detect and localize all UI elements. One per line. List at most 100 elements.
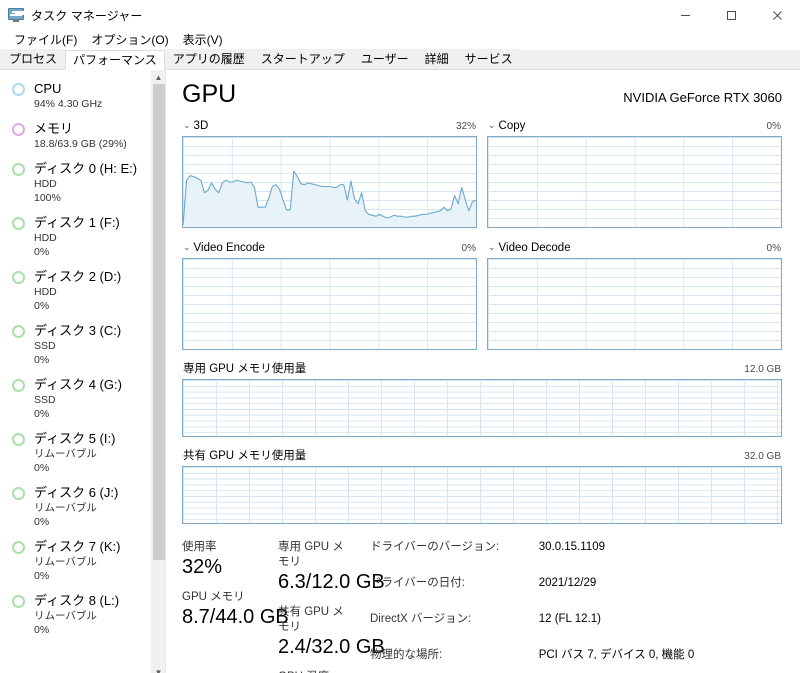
tab-app-history[interactable]: アプリの履歴	[164, 49, 253, 69]
graph-grid-video-decode	[488, 259, 781, 349]
graph-grid-copy	[488, 137, 781, 227]
scroll-down-icon[interactable]: ▼	[154, 667, 163, 673]
scroll-up-icon[interactable]: ▲	[154, 72, 163, 82]
minimize-button[interactable]	[662, 0, 708, 30]
sidebar-item-subtext: 0%	[34, 408, 50, 420]
detail-row: ドライバーのバージョン: 30.0.15.1109	[370, 540, 694, 576]
performance-sidebar: CPU 94% 4.30 GHz メモリ 18.8/63.9 GB (29%) ディスク…	[0, 70, 166, 673]
sidebar-item-text: ディスク 0 (H: E:) HDD 100%	[34, 160, 137, 205]
sidebar-item-subtext: 100%	[34, 192, 61, 204]
gpu-detail-table: ドライバーのバージョン: 30.0.15.1109 ドライバーの日付: 2021/12…	[370, 540, 694, 673]
tab-startup[interactable]: スタートアップ	[252, 49, 353, 69]
sidebar-item-subtext: 0%	[34, 624, 50, 636]
graph-grid-shared-memory	[183, 467, 781, 523]
graph-shared-memory	[182, 466, 782, 524]
graph-value-dedicated-memory: 12.0 GB	[744, 364, 781, 375]
tab-strip: プロセス パフォーマンス アプリの履歴 スタートアップ ユーザー 詳細 サービス	[0, 49, 800, 70]
graph-value-video-decode: 0%	[766, 243, 781, 254]
sidebar-item-indicator-icon	[12, 433, 25, 446]
menu-file[interactable]: ファイル(F)	[14, 33, 78, 47]
graph-value-video-encode: 0%	[461, 243, 476, 254]
menu-options[interactable]: オプション(O)	[91, 33, 169, 47]
sidebar-item-2[interactable]: ディスク 0 (H: E:) HDD 100%	[0, 156, 152, 210]
sidebar-item-subtext: 0%	[34, 462, 50, 474]
sidebar-item-subtext: HDD	[34, 178, 57, 190]
sidebar-item-subtext: 0%	[34, 300, 50, 312]
detail-key: 物理的な場所:	[370, 649, 443, 661]
stats-column-1: 使用率 32% GPU メモリ 8.7/44.0 GB	[182, 540, 289, 673]
task-manager-icon	[8, 7, 24, 23]
chevron-down-icon[interactable]: ⌄	[488, 242, 496, 252]
stat-shared-memory: 共有 GPU メモリ 2.4/32.0 GB	[278, 605, 385, 660]
sidebar-item-label: ディスク 3 (C:)	[34, 323, 122, 338]
sidebar-item-8[interactable]: ディスク 6 (J:) リムーバブル 0%	[0, 480, 152, 534]
scrollbar-thumb[interactable]	[153, 84, 165, 560]
detail-key: ドライバーの日付:	[370, 577, 465, 589]
sidebar-item-subtext: リムーバブル	[34, 448, 97, 460]
sidebar-item-subtext: 18.8/63.9 GB (29%)	[34, 138, 127, 150]
sidebar-item-subtext: SSD	[34, 340, 56, 352]
sidebar-item-4[interactable]: ディスク 2 (D:) HDD 0%	[0, 264, 152, 318]
graph-label-copy: ⌄ Copy 0%	[487, 119, 782, 134]
sidebar-item-subtext: 0%	[34, 354, 50, 366]
stat-utilization-value: 32%	[182, 556, 223, 578]
graph-label-3d: ⌄ 3D 32%	[182, 119, 477, 134]
tab-details[interactable]: 詳細	[416, 49, 457, 69]
chevron-down-icon[interactable]: ⌄	[488, 120, 496, 130]
menu-bar: ファイル(F) オプション(O) 表示(V)	[0, 30, 800, 50]
sidebar-scrollbar[interactable]: ▲ ▼	[151, 70, 165, 673]
graph-label-video-encode: ⌄ Video Encode 0%	[182, 241, 477, 256]
stat-dedicated-memory: 専用 GPU メモリ 6.3/12.0 GB	[278, 540, 385, 595]
sidebar-item-10[interactable]: ディスク 8 (L:) リムーバブル 0%	[0, 588, 152, 642]
menu-view[interactable]: 表示(V)	[182, 33, 223, 47]
sidebar-item-label: ディスク 5 (I:)	[34, 431, 116, 446]
stat-gpu-memory-value: 8.7/44.0 GB	[182, 606, 289, 628]
stats-column-2: 専用 GPU メモリ 6.3/12.0 GB 共有 GPU メモリ 2.4/32…	[278, 540, 385, 673]
sidebar-item-subtext: HDD	[34, 286, 57, 298]
tab-performance[interactable]: パフォーマンス	[65, 50, 165, 70]
page-title: GPU	[182, 80, 237, 108]
gpu-model-name: NVIDIA GeForce RTX 3060	[623, 90, 782, 105]
stat-utilization-caption: 使用率	[182, 541, 217, 553]
tab-processes[interactable]: プロセス	[1, 49, 66, 69]
graph-3d	[182, 136, 477, 228]
sidebar-item-text: ディスク 1 (F:) HDD 0%	[34, 214, 120, 259]
maximize-button[interactable]	[708, 0, 754, 30]
gpu-panel: GPU NVIDIA GeForce RTX 3060 ⌄ 3D 32%	[166, 70, 800, 673]
sidebar-item-subtext: 0%	[34, 570, 50, 582]
graph-row-1: ⌄ 3D 32% ⌄ Copy 0%	[182, 119, 782, 228]
detail-row: DirectX バージョン: 12 (FL 12.1)	[370, 612, 694, 648]
sidebar-item-9[interactable]: ディスク 7 (K:) リムーバブル 0%	[0, 534, 152, 588]
graph-title-3d: 3D	[193, 120, 209, 132]
sidebar-item-indicator-icon	[12, 123, 25, 136]
sidebar-item-label: ディスク 0 (H: E:)	[34, 161, 138, 176]
chevron-down-icon[interactable]: ⌄	[183, 120, 191, 130]
sidebar-item-label: ディスク 8 (L:)	[34, 593, 120, 608]
sidebar-list[interactable]: CPU 94% 4.30 GHz メモリ 18.8/63.9 GB (29%) ディスク…	[0, 70, 152, 673]
sidebar-item-1[interactable]: メモリ 18.8/63.9 GB (29%)	[0, 116, 152, 156]
graph-block-3d: ⌄ 3D 32%	[182, 119, 477, 228]
sidebar-item-3[interactable]: ディスク 1 (F:) HDD 0%	[0, 210, 152, 264]
sidebar-item-label: CPU	[34, 81, 62, 96]
graph-title-dedicated-memory: 専用 GPU メモリ使用量	[183, 363, 307, 375]
stat-shared-caption: 共有 GPU メモリ	[278, 606, 344, 633]
detail-value: PCI バス 7, デバイス 0, 機能 0	[538, 649, 695, 661]
sidebar-item-7[interactable]: ディスク 5 (I:) リムーバブル 0%	[0, 426, 152, 480]
sidebar-item-6[interactable]: ディスク 4 (G:) SSD 0%	[0, 372, 152, 426]
sidebar-item-indicator-icon	[12, 163, 25, 176]
sidebar-item-0[interactable]: CPU 94% 4.30 GHz	[0, 76, 152, 116]
sidebar-item-5[interactable]: ディスク 3 (C:) SSD 0%	[0, 318, 152, 372]
close-button[interactable]	[754, 0, 800, 30]
graph-block-copy: ⌄ Copy 0%	[487, 119, 782, 228]
tab-services[interactable]: サービス	[456, 49, 521, 69]
graph-label-shared-memory: 共有 GPU メモリ使用量 32.0 GB	[182, 449, 782, 464]
detail-row: ドライバーの日付: 2021/12/29	[370, 576, 694, 612]
sidebar-item-label: ディスク 6 (J:)	[34, 485, 119, 500]
tab-users[interactable]: ユーザー	[352, 49, 417, 69]
graph-block-shared-memory: 共有 GPU メモリ使用量 32.0 GB	[182, 449, 782, 524]
sidebar-item-subtext: SSD	[34, 394, 56, 406]
sidebar-item-label: ディスク 4 (G:)	[34, 377, 122, 392]
graph-value-shared-memory: 32.0 GB	[744, 451, 781, 462]
chevron-down-icon[interactable]: ⌄	[183, 242, 191, 252]
graph-title-copy: Copy	[498, 120, 526, 132]
